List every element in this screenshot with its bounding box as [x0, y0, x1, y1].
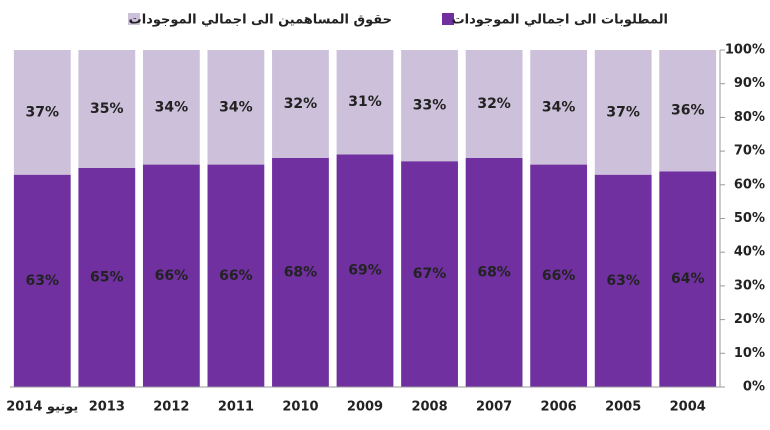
- y-tick-label: 40%: [734, 245, 765, 260]
- value-label: 31%: [348, 94, 382, 110]
- bar-segment: [78, 167, 136, 387]
- bar-segment: [401, 161, 458, 387]
- x-tick-label: 2008: [411, 400, 447, 415]
- bar-segment: [336, 154, 394, 387]
- value-label: 37%: [606, 104, 640, 120]
- y-tick-label: 100%: [725, 43, 765, 58]
- bar-segment: [13, 174, 71, 387]
- bar-segment: [530, 50, 588, 165]
- legend-label: المطلوبات الى اجمالي الموجودات: [452, 13, 668, 28]
- legend-label: حقوق المساهمين الى اجمالي الموجودات: [129, 13, 392, 28]
- x-tick-label: 2011: [218, 400, 254, 415]
- x-tick-label: 2004: [670, 400, 706, 415]
- bar-segment: [530, 164, 588, 387]
- bar-segment: [207, 50, 265, 165]
- y-tick-label: 90%: [734, 76, 765, 91]
- value-label: 69%: [348, 263, 382, 279]
- value-label: 37%: [26, 104, 60, 120]
- value-label: 34%: [219, 99, 253, 115]
- bar-segment: [594, 174, 652, 387]
- y-tick-label: 50%: [734, 211, 765, 226]
- x-tick-label: 2010: [282, 400, 318, 415]
- value-label: 64%: [671, 271, 705, 287]
- x-tick-label: 2013: [89, 400, 125, 415]
- x-tick-label: 2009: [347, 400, 383, 415]
- bar-segment: [272, 157, 329, 387]
- bar-segment: [272, 50, 329, 158]
- value-label: 32%: [477, 96, 511, 112]
- y-tick-label: 0%: [743, 380, 765, 395]
- value-label: 63%: [606, 273, 640, 289]
- bar-segment: [142, 50, 200, 165]
- y-tick-label: 80%: [734, 110, 765, 125]
- bar-segment: [401, 50, 458, 162]
- bar-segment: [659, 50, 717, 172]
- bar-segment: [13, 50, 71, 175]
- value-label: 35%: [90, 101, 124, 117]
- bar-segment: [142, 164, 200, 387]
- bar-segment: [207, 164, 265, 387]
- y-tick-label: 20%: [734, 312, 765, 327]
- x-tick-label: 2006: [541, 400, 577, 415]
- value-label: 66%: [542, 268, 576, 284]
- y-tick-label: 70%: [734, 144, 765, 159]
- value-label: 32%: [284, 96, 318, 112]
- value-label: 67%: [413, 266, 447, 282]
- value-label: 33%: [413, 98, 447, 114]
- x-tick-label: يونيو 2014: [6, 400, 78, 415]
- y-tick-label: 10%: [734, 346, 765, 361]
- value-label: 66%: [155, 268, 189, 284]
- x-tick-label: 2007: [476, 400, 512, 415]
- value-label: 66%: [219, 268, 253, 284]
- value-label: 63%: [26, 273, 60, 289]
- x-tick-label: 2012: [153, 400, 189, 415]
- value-label: 36%: [671, 103, 705, 119]
- legend-swatch: [442, 13, 454, 25]
- bar-segment: [78, 50, 136, 168]
- legend-swatch: [128, 13, 140, 25]
- y-tick-label: 60%: [734, 177, 765, 192]
- value-label: 68%: [477, 264, 511, 280]
- bar-segment: [465, 157, 523, 387]
- bar-segment: [659, 171, 717, 387]
- value-label: 34%: [155, 99, 189, 115]
- value-label: 68%: [284, 264, 318, 280]
- value-label: 34%: [542, 99, 576, 115]
- x-tick-label: 2005: [605, 400, 641, 415]
- bar-segment: [594, 50, 652, 175]
- bar-segment: [465, 50, 523, 158]
- value-label: 65%: [90, 269, 124, 285]
- y-tick-label: 30%: [734, 278, 765, 293]
- bar-segment: [336, 50, 394, 155]
